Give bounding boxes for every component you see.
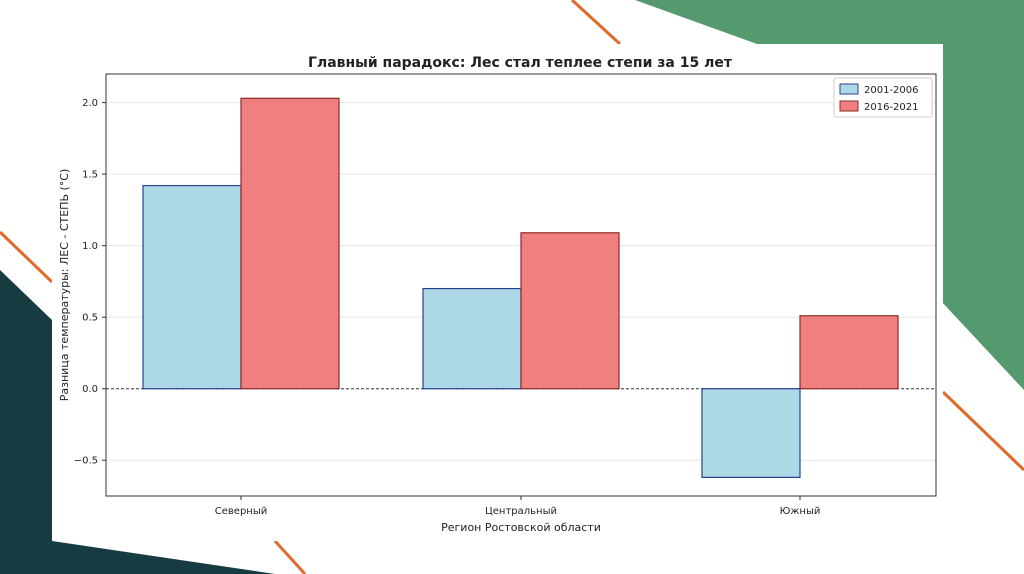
legend-label-2001-2006: 2001-2006: [864, 85, 919, 96]
x-tick-label: Северный: [215, 506, 267, 517]
dark-corner-shape: [0, 270, 275, 574]
bar-2001-2006-Северный: [142, 184, 242, 390]
x-tick-label: Центральный: [485, 506, 557, 517]
bar-2001-2006-Центральный: [422, 287, 522, 390]
legend: 2001-2006 2016-2021: [833, 77, 933, 118]
y-tick-label: −0.5: [74, 456, 98, 467]
legend-swatch-2001-2006: [839, 83, 859, 95]
x-axis-label: Регион Ростовской области: [441, 521, 601, 534]
chart-panel: Главный парадокс: Лес стал теплее степи …: [52, 44, 943, 541]
y-tick-label: 1.0: [82, 241, 98, 252]
y-tick-label: 2.0: [82, 98, 98, 109]
bar-2001-2006-Южный: [701, 388, 801, 479]
legend-label-2016-2021: 2016-2021: [864, 102, 919, 113]
y-tick-label: 1.5: [82, 170, 98, 181]
orange-stripe-left: [0, 230, 54, 284]
bar-2016-2021-Южный: [799, 315, 899, 390]
legend-swatch-2016-2021: [839, 100, 859, 112]
x-axis: Северный Центральный Южный: [215, 496, 821, 517]
y-tick-label: 0.0: [82, 384, 98, 395]
bar-2016-2021-Северный: [240, 97, 340, 390]
orange-stripe-top: [570, 0, 622, 46]
y-axis-label: Разница температуры: ЛЕС - СТЕПЬ (°C): [58, 169, 71, 402]
orange-stripe-right: [941, 390, 1024, 472]
chart-title: Главный парадокс: Лес стал теплее степи …: [308, 55, 733, 71]
bar-chart: Главный парадокс: Лес стал теплее степи …: [58, 55, 937, 534]
bars-layer: [142, 97, 899, 479]
orange-stripe-bottom: [273, 539, 307, 574]
bar-2016-2021-Центральный: [520, 232, 620, 390]
y-tick-label: 0.5: [82, 313, 98, 324]
y-axis: −0.5 0.0 0.5 1.0 1.5 2.0: [74, 98, 106, 467]
x-tick-label: Южный: [780, 506, 821, 517]
